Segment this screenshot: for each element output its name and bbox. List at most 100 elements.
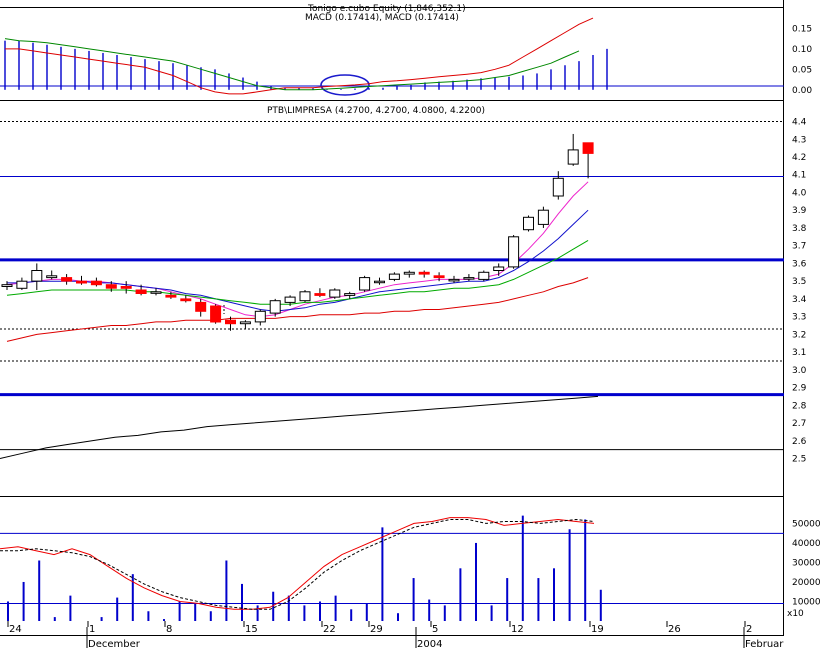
macd-tick-label: 0.10	[792, 45, 812, 55]
moving-average-line	[6, 239, 589, 305]
volume-tick-label: 50000	[792, 519, 821, 529]
x-month-label: 2004	[417, 639, 442, 649]
price-tick-label: 3.1	[792, 348, 806, 358]
candle-body	[284, 296, 296, 303]
candle-body	[418, 271, 430, 275]
price-tick-label: 2.9	[792, 384, 807, 394]
candle-body	[508, 236, 520, 268]
candle-body	[329, 289, 341, 298]
price-tick-label: 2.5	[792, 455, 806, 465]
moving-average-line	[6, 181, 589, 318]
macd-tick-label: 0.15	[792, 24, 812, 34]
price-tick-label: 4.4	[792, 118, 807, 128]
candle-body	[374, 280, 385, 284]
x-tick-label: 22	[323, 624, 336, 635]
price-tick-label: 3.0	[792, 366, 807, 376]
candle-body	[46, 275, 58, 279]
price-tick-label: 3.3	[792, 313, 806, 323]
candle-body	[523, 216, 534, 231]
volume-panel: 10000 20000 30000 40000 50000	[0, 515, 821, 621]
x-tick-label: 29	[370, 624, 383, 635]
candle-body	[31, 270, 43, 282]
candle-body	[403, 271, 415, 275]
price-tick-label: 4.2	[792, 153, 806, 163]
candle-body	[493, 266, 505, 271]
candle-body	[567, 149, 579, 165]
price-tick-label: 3.8	[792, 224, 807, 234]
price-panel: 2.5 2.6 2.7 2.8 2.9 3.0 3.1 3.2 3.3 3.4 3.5 3.6 3.7 3…	[0, 118, 807, 465]
stochastic-slow-line	[0, 518, 595, 610]
price-tick-label: 3.4	[792, 295, 807, 305]
price-tick-label: 3.2	[792, 330, 806, 340]
macd-tick-label: 0.00	[792, 86, 812, 96]
equity-label: Tonigo e.cubo Equity (1,846,352.1)	[307, 4, 466, 14]
candle-body	[269, 300, 281, 314]
price-tick-label: 4.1	[792, 171, 806, 181]
candle-body	[478, 271, 490, 280]
price-tick-label: 3.9	[792, 206, 807, 216]
candle-body	[90, 280, 102, 286]
volume-tick-label: 40000	[792, 539, 821, 549]
price-tick-label: 4.3	[792, 135, 806, 145]
candle-body	[582, 142, 594, 154]
price-tick-label: 3.7	[792, 242, 806, 252]
candle-body	[180, 298, 192, 302]
macd-panel: 0.00 0.05 0.10 0.15	[4, 17, 812, 96]
candle-body	[150, 291, 162, 294]
candle-body	[254, 310, 266, 323]
candle-body	[448, 278, 460, 282]
volume-tick-label: 30000	[792, 559, 821, 569]
candle-body	[76, 280, 87, 284]
macd-line	[5, 17, 594, 95]
candle-body	[463, 277, 475, 280]
candle-body	[225, 319, 236, 325]
price-header: PTB\LIMPRESA (4.2700, 4.2700, 4.0800, 4.…	[267, 106, 485, 116]
candle-body	[120, 286, 132, 289]
price-tick-label: 3.6	[792, 259, 807, 269]
candle-body	[433, 275, 445, 279]
candle-body	[314, 293, 326, 296]
x-tick-label: 2	[746, 624, 752, 635]
price-tick-label: 4.0	[792, 189, 807, 199]
x-axis: 24 1 8 15 22 29 5 12 19 26 2 December 2004 Februar	[7, 621, 784, 649]
candle-body	[388, 273, 400, 280]
x-tick-label: 5	[432, 624, 438, 635]
x-tick-label: 24	[9, 624, 22, 635]
candle-body	[210, 305, 222, 323]
candle-body	[344, 293, 356, 296]
highlight-ellipse	[320, 74, 370, 96]
candle-body	[1, 284, 13, 288]
candle-body	[61, 277, 73, 282]
volume-tick-label: 20000	[792, 578, 821, 588]
price-tick-label: 3.5	[792, 277, 806, 287]
macd-tick-label: 0.05	[792, 65, 812, 75]
panel-frames	[0, 0, 784, 636]
candle-body	[299, 291, 311, 302]
x-tick-label: 12	[511, 624, 524, 635]
x-tick-label: 8	[166, 624, 172, 635]
candle-body	[359, 277, 371, 291]
x-tick-label: 15	[245, 624, 258, 635]
stochastic-fast-line	[0, 517, 595, 610]
volume-unit: x10	[787, 609, 804, 619]
x-tick-label: 1	[89, 624, 95, 635]
macd-label: MACD (0.17414), MACD (0.17414)	[305, 13, 459, 23]
price-tick-label: 2.8	[792, 401, 807, 411]
volume-tick-label: 10000	[792, 598, 821, 608]
x-tick-label: 19	[591, 624, 604, 635]
candle-body	[239, 321, 251, 325]
candle-body	[16, 280, 28, 289]
x-month-label: Februar	[745, 639, 784, 649]
candle-body	[537, 209, 549, 225]
candle-body	[552, 177, 564, 197]
x-tick-label: 26	[668, 624, 681, 635]
moving-average-line	[6, 277, 589, 342]
price-tick-label: 2.7	[792, 419, 806, 429]
candle-body	[195, 301, 207, 312]
candle-body	[165, 294, 177, 298]
candle-body	[105, 284, 117, 289]
price-tick-label: 2.6	[792, 437, 807, 447]
moving-average-line	[0, 395, 599, 459]
candle-body	[135, 289, 147, 294]
